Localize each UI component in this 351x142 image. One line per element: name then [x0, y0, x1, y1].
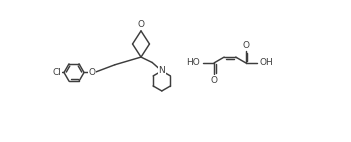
Text: O: O: [138, 20, 145, 29]
Text: O: O: [211, 76, 218, 85]
Text: O: O: [88, 68, 95, 77]
Text: O: O: [242, 41, 249, 50]
Text: N: N: [158, 66, 165, 75]
Text: HO: HO: [186, 58, 200, 67]
Text: OH: OH: [260, 58, 273, 67]
Text: Cl: Cl: [52, 68, 61, 77]
